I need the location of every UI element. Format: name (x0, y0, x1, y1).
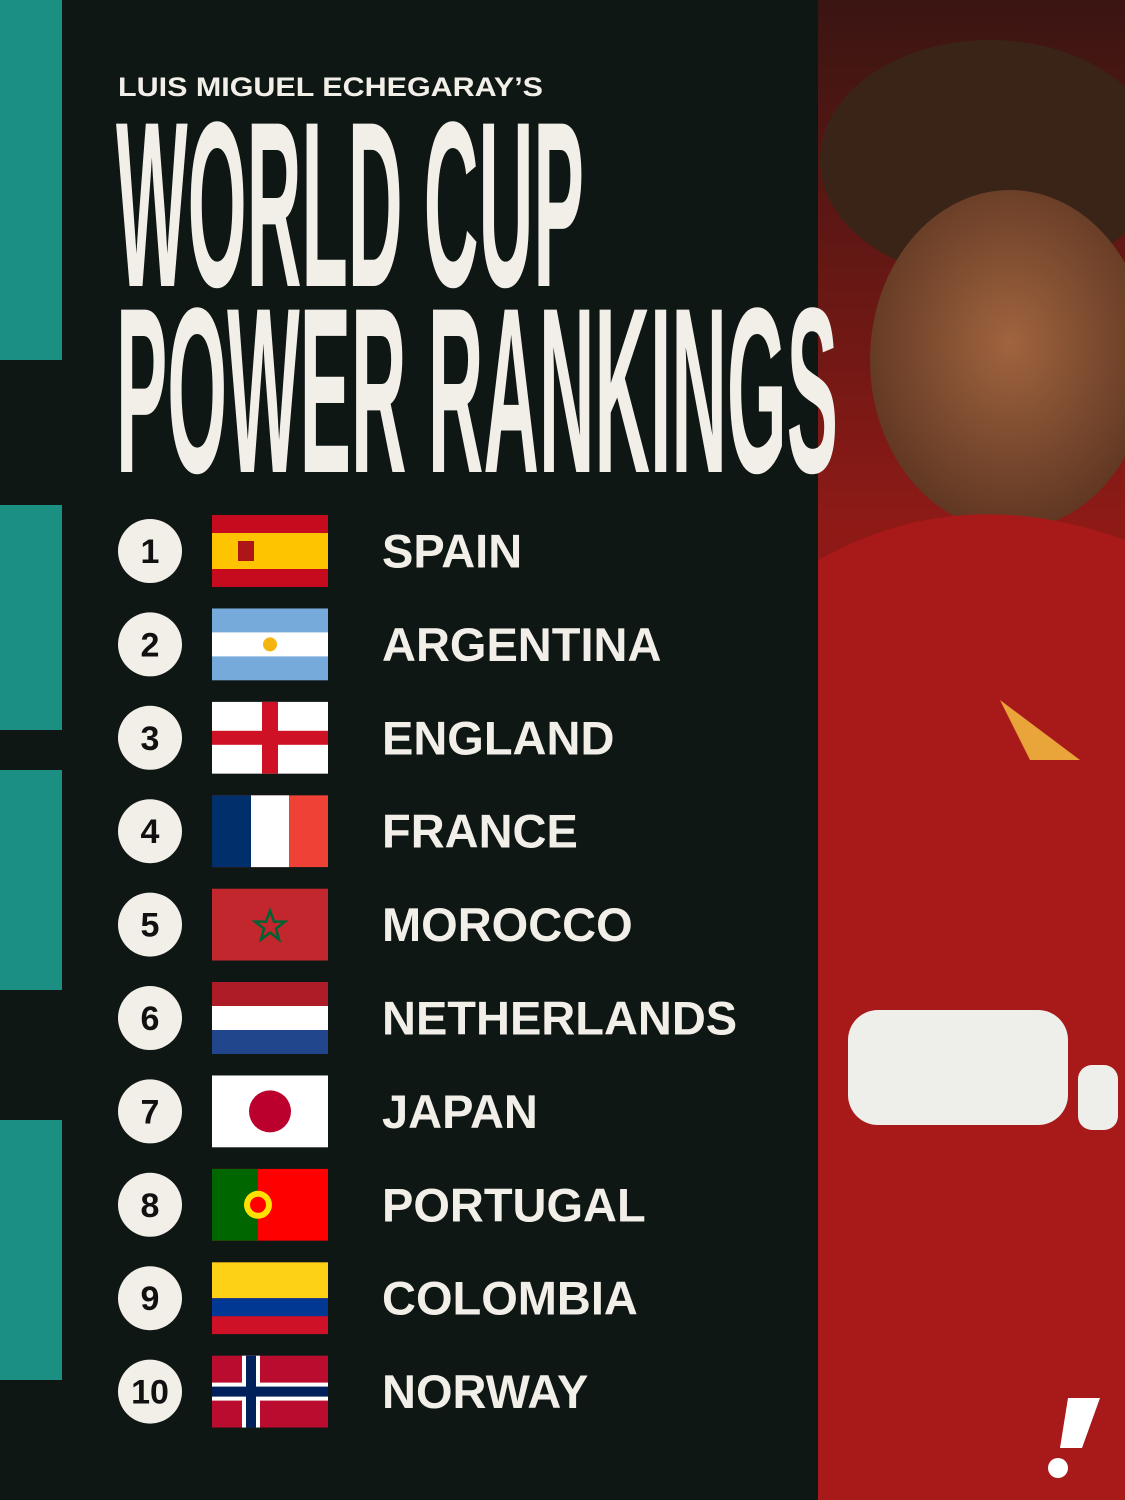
title: POWER RANKINGS (116, 259, 838, 523)
ranking-row: 9 COLOMBIA (118, 1262, 638, 1335)
ranking-list: 1 SPAIN 2 ARGENTINA 3 ENGLAND 4 FRANCE 5 MOROCCO 6… (118, 515, 737, 1428)
flag (212, 1262, 328, 1335)
photo-wrap (848, 1010, 1068, 1125)
rank-badge (118, 986, 182, 1050)
flag (212, 1168, 328, 1241)
flag (212, 608, 328, 681)
ranking-row: 10 NORWAY (118, 1355, 588, 1428)
ranking-row: 7 JAPAN (118, 1075, 538, 1148)
rank-badge (118, 1266, 182, 1331)
rank-number: 10 (131, 1374, 169, 1412)
flag (212, 1355, 328, 1428)
rank-badge (118, 1079, 182, 1144)
rank-number: 9 (141, 1280, 160, 1318)
rank-number: 2 (141, 626, 160, 664)
country-name: ARGENTINA (382, 618, 661, 671)
rank-badge (118, 705, 182, 770)
brand-logo (1060, 1398, 1100, 1448)
byline: LUIS MIGUEL ECHEGARAY’S (118, 72, 543, 102)
ranking-row: 5 MOROCCO (118, 888, 633, 961)
rank-number: 4 (141, 813, 160, 851)
ranking-row: 6 NETHERLANDS (118, 982, 737, 1054)
ranking-row: 1 SPAIN (118, 515, 522, 587)
rank-number: 5 (141, 907, 160, 945)
rank-number: 7 (141, 1093, 160, 1131)
rank-badge (118, 799, 182, 864)
flag (212, 982, 328, 1054)
rank-badge (118, 612, 182, 677)
country-name: MOROCCO (382, 898, 633, 951)
ranking-row: 2 ARGENTINA (118, 608, 661, 681)
teal-shape (0, 505, 62, 730)
rank-number: 6 (141, 1000, 160, 1038)
rank-badge (118, 892, 182, 957)
country-name: SPAIN (382, 525, 522, 578)
flag (212, 795, 328, 868)
flag (212, 515, 328, 587)
photo-wrap (1078, 1065, 1118, 1130)
title: WORLD CUP (116, 73, 584, 337)
rank-number: 3 (141, 720, 160, 758)
flag (212, 701, 328, 774)
rank-number: 1 (141, 533, 160, 571)
country-name: NETHERLANDS (382, 992, 737, 1045)
ranking-row: 8 PORTUGAL (118, 1168, 646, 1241)
country-name: JAPAN (382, 1085, 538, 1138)
rank-badge (118, 519, 182, 583)
rank-badge (118, 1172, 182, 1237)
rank-number: 8 (141, 1187, 160, 1225)
ranking-row: 4 FRANCE (118, 795, 578, 868)
rank-badge (118, 1359, 182, 1424)
brand-logo (1048, 1458, 1068, 1478)
ranking-row: 3 ENGLAND (118, 701, 614, 774)
photo-face (870, 190, 1125, 530)
flag (212, 888, 328, 961)
country-name: NORWAY (382, 1365, 588, 1418)
country-name: COLOMBIA (382, 1272, 638, 1325)
teal-shape (0, 1120, 62, 1380)
country-name: PORTUGAL (382, 1178, 646, 1231)
country-name: ENGLAND (382, 711, 614, 764)
photo-jersey (818, 514, 1125, 1500)
country-name: FRANCE (382, 805, 578, 858)
flag (212, 1075, 328, 1148)
photo-logo (1000, 700, 1080, 760)
teal-shape (0, 770, 62, 990)
teal-shape (0, 0, 62, 360)
